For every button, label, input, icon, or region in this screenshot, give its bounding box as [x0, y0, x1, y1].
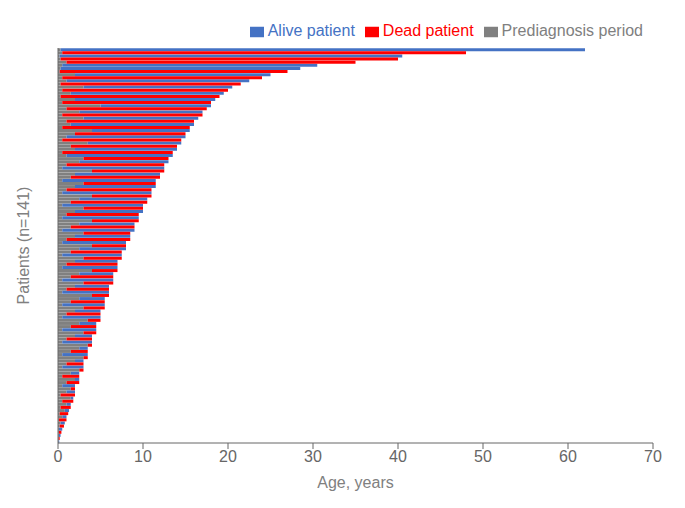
html-text:Prediagnosis period: Prediagnosis period: [501, 22, 643, 39]
svg-text:Age, years: Age, years: [317, 474, 393, 491]
html-text:Alive patient: Alive patient: [267, 22, 355, 39]
svg-text:20: 20: [219, 448, 237, 465]
svg-text:70: 70: [644, 448, 662, 465]
svg-text:0: 0: [54, 448, 63, 465]
svg-text:50: 50: [474, 448, 492, 465]
svg-text:30: 30: [304, 448, 322, 465]
svg-text:Patients (n=141): Patients (n=141): [15, 187, 32, 305]
svg-text:10: 10: [134, 448, 152, 465]
svg-text:40: 40: [389, 448, 407, 465]
svg-text:60: 60: [559, 448, 577, 465]
html-text:Dead patient: Dead patient: [382, 22, 474, 39]
